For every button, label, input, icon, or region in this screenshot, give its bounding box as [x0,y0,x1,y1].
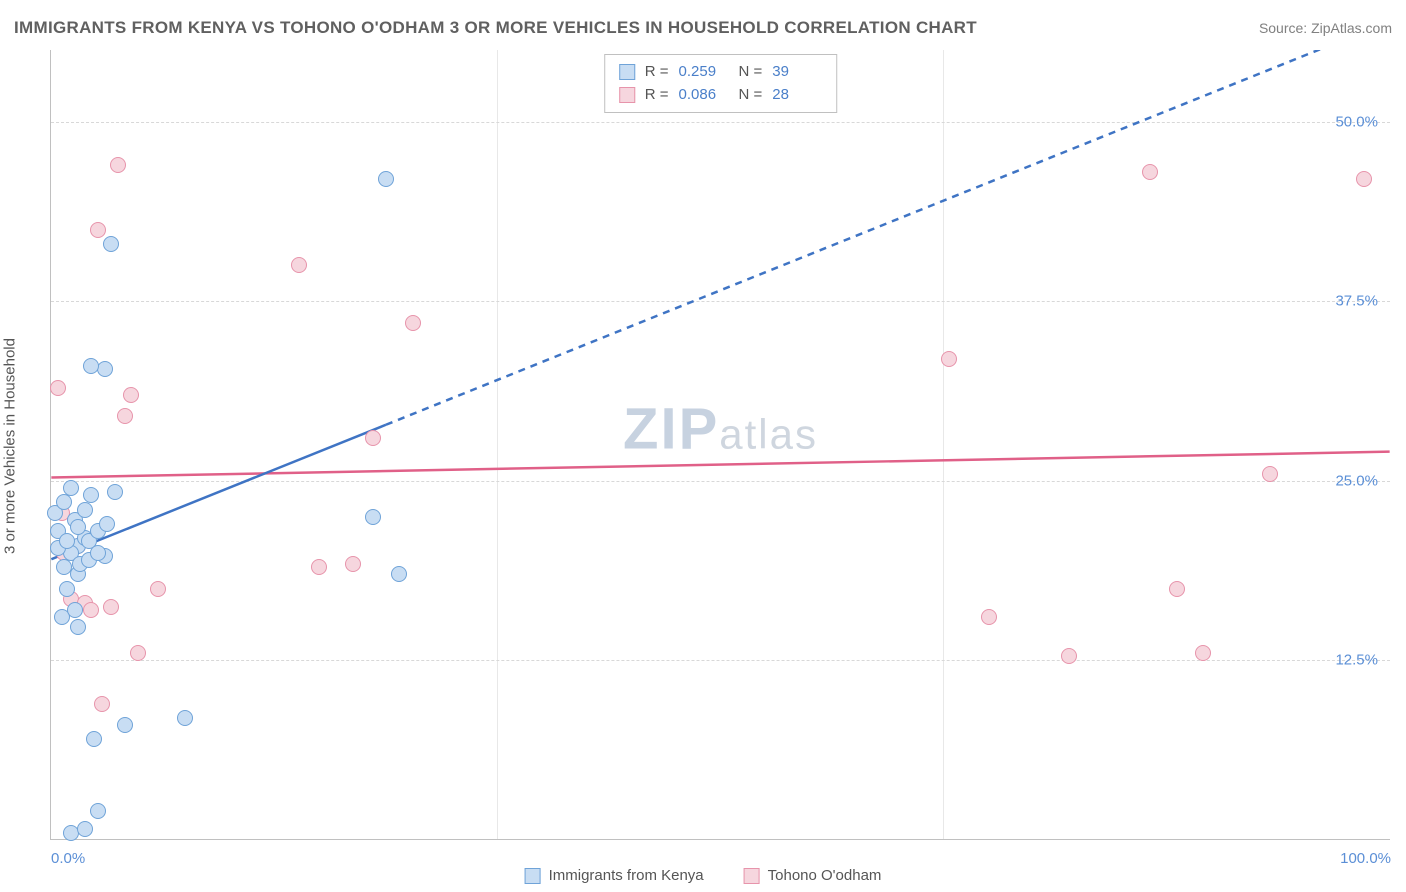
scatter-point-kenya [77,821,93,837]
stats-row-tohono: R = 0.086 N = 28 [619,84,823,107]
scatter-point-tohono [365,430,381,446]
x-tick-label: 100.0% [1340,850,1391,867]
scatter-point-tohono [1195,645,1211,661]
chart-title: IMMIGRANTS FROM KENYA VS TOHONO O'ODHAM … [14,18,977,38]
scatter-point-kenya [378,171,394,187]
scatter-point-kenya [99,516,115,532]
scatter-point-kenya [391,566,407,582]
scatter-point-kenya [56,559,72,575]
scatter-point-tohono [405,315,421,331]
stats-legend: R = 0.259 N = 39 R = 0.086 N = 28 [604,54,838,113]
gridline-h [51,301,1390,302]
scatter-point-tohono [94,696,110,712]
gridline-h [51,481,1390,482]
y-tick-label: 50.0% [1335,113,1378,130]
swatch-tohono-icon [744,868,760,884]
scatter-point-tohono [941,351,957,367]
stats-row-kenya: R = 0.259 N = 39 [619,61,823,84]
scatter-point-tohono [291,257,307,273]
gridline-v [497,50,498,839]
gridline-h [51,660,1390,661]
plot-area: ZIPatlas R = 0.259 N = 39 R = 0.086 N = … [50,50,1390,840]
scatter-point-kenya [56,494,72,510]
scatter-point-kenya [70,619,86,635]
trend-lines [51,50,1390,839]
scatter-point-tohono [130,645,146,661]
scatter-point-tohono [1061,648,1077,664]
y-tick-label: 12.5% [1335,652,1378,669]
scatter-point-kenya [77,502,93,518]
legend-label-tohono: Tohono O'odham [768,867,882,884]
scatter-point-tohono [103,599,119,615]
scatter-point-tohono [1262,466,1278,482]
x-tick-label: 0.0% [51,850,85,867]
scatter-point-tohono [150,581,166,597]
swatch-kenya-icon [525,868,541,884]
scatter-point-kenya [67,602,83,618]
scatter-point-kenya [90,545,106,561]
legend-item-kenya: Immigrants from Kenya [525,867,704,884]
scatter-point-tohono [1169,581,1185,597]
scatter-point-kenya [365,509,381,525]
scatter-point-kenya [63,480,79,496]
scatter-point-tohono [345,556,361,572]
source-label: Source: ZipAtlas.com [1259,20,1392,36]
swatch-kenya [619,64,635,80]
title-bar: IMMIGRANTS FROM KENYA VS TOHONO O'ODHAM … [14,18,1392,38]
series-legend: Immigrants from Kenya Tohono O'odham [525,867,882,884]
watermark: ZIPatlas [623,395,818,462]
y-tick-label: 25.0% [1335,472,1378,489]
gridline-h [51,122,1390,123]
legend-item-tohono: Tohono O'odham [744,867,882,884]
scatter-point-kenya [59,533,75,549]
correlation-chart: IMMIGRANTS FROM KENYA VS TOHONO O'ODHAM … [0,0,1406,892]
scatter-point-tohono [1356,171,1372,187]
scatter-point-tohono [981,609,997,625]
scatter-point-kenya [90,803,106,819]
scatter-point-tohono [311,559,327,575]
legend-label-kenya: Immigrants from Kenya [549,867,704,884]
scatter-point-tohono [90,222,106,238]
scatter-point-kenya [83,358,99,374]
scatter-point-kenya [59,581,75,597]
scatter-point-kenya [177,710,193,726]
gridline-v [943,50,944,839]
scatter-point-tohono [117,408,133,424]
scatter-point-kenya [70,519,86,535]
swatch-tohono [619,87,635,103]
scatter-point-kenya [103,236,119,252]
y-axis-label: 3 or more Vehicles in Household [2,338,19,554]
scatter-point-tohono [83,602,99,618]
y-tick-label: 37.5% [1335,293,1378,310]
scatter-point-kenya [117,717,133,733]
scatter-point-tohono [1142,164,1158,180]
scatter-point-tohono [123,387,139,403]
scatter-point-tohono [110,157,126,173]
scatter-point-kenya [86,731,102,747]
scatter-point-kenya [107,484,123,500]
scatter-point-tohono [50,380,66,396]
